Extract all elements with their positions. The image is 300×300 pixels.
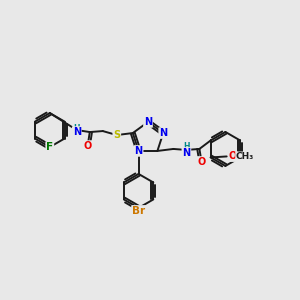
Text: H: H <box>183 142 190 152</box>
Text: N: N <box>134 146 143 156</box>
Text: S: S <box>113 130 120 140</box>
Text: N: N <box>182 148 190 158</box>
Text: N: N <box>73 127 81 137</box>
Text: O: O <box>197 157 206 167</box>
Text: O: O <box>229 152 237 161</box>
Text: F: F <box>46 142 53 152</box>
Text: O: O <box>84 141 92 151</box>
Text: CH₃: CH₃ <box>236 152 254 161</box>
Text: H: H <box>74 124 80 133</box>
Text: N: N <box>144 117 152 127</box>
Text: N: N <box>159 128 167 138</box>
Text: Br: Br <box>132 206 145 216</box>
